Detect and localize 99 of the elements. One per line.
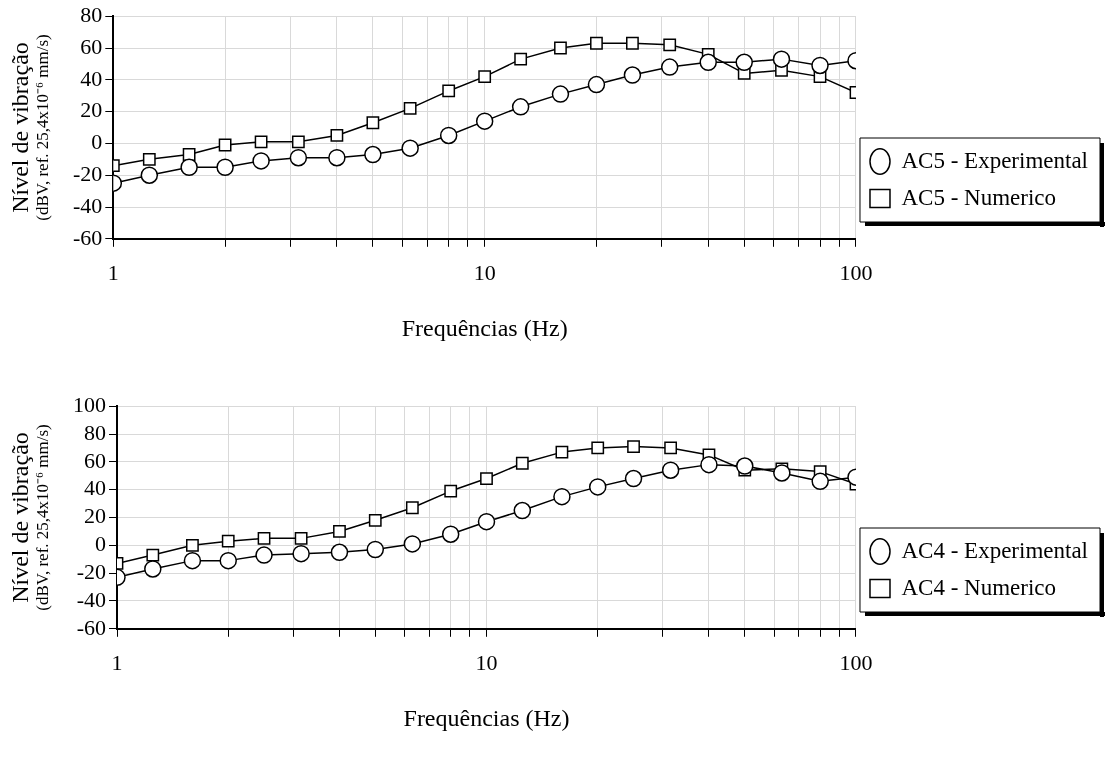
x-tick-label: 100 (839, 649, 873, 675)
y-tick-label: 80 (80, 1, 103, 27)
y-tick-label: 20 (84, 503, 106, 529)
y-axis-title: Nível de vibração (dBV, ref. 25,4x10⁻⁶ mm/s) (7, 34, 52, 221)
point (219, 551, 237, 570)
point (773, 464, 791, 482)
y-tick-label: 40 (84, 475, 106, 501)
point (142, 152, 156, 166)
x-tick-label: 1 (107, 259, 119, 285)
x-axis-title: Frequências (Hz) (401, 314, 568, 341)
point (553, 487, 571, 506)
point (216, 158, 234, 176)
point (403, 535, 422, 553)
y-tick-label: 20 (80, 97, 103, 123)
point (218, 138, 232, 152)
point (180, 158, 198, 176)
point (330, 129, 344, 142)
point (591, 441, 605, 455)
legend-label: AC4 - Experimental (901, 537, 1089, 563)
point (480, 472, 493, 485)
point (442, 84, 456, 98)
x-tick-label: 100 (839, 259, 873, 285)
point (475, 112, 494, 130)
point (364, 145, 382, 164)
point (513, 501, 532, 520)
legend-label: AC5 - Numerico (901, 184, 1057, 210)
point (444, 484, 458, 498)
point (439, 126, 458, 145)
x-tick-label: 10 (473, 259, 496, 285)
x-axis-title: Frequências (Hz) (403, 704, 570, 731)
point (183, 551, 202, 570)
point (588, 478, 607, 496)
point (140, 166, 159, 184)
point (366, 540, 385, 559)
point (590, 36, 603, 50)
point (146, 548, 160, 562)
y-tick-label: 80 (84, 419, 106, 445)
legend-label: AC5 - Experimental (901, 147, 1089, 173)
y-tick-label: 60 (84, 447, 106, 473)
point (294, 531, 308, 545)
point (221, 534, 235, 548)
y-tick-label: 60 (80, 33, 103, 59)
point (182, 148, 196, 161)
point (252, 152, 270, 170)
y-tick-label: -40 (76, 586, 106, 612)
y-tick-label: -20 (73, 160, 103, 186)
point (289, 148, 308, 167)
point (441, 525, 460, 543)
point (255, 546, 273, 564)
point (811, 472, 829, 491)
point (478, 70, 492, 84)
point (555, 445, 569, 459)
point (624, 469, 643, 488)
point (254, 135, 268, 149)
point (144, 560, 162, 578)
point (366, 116, 380, 130)
point (514, 52, 528, 66)
point (554, 41, 567, 55)
point (772, 50, 791, 68)
y-tick-label: 0 (91, 129, 103, 155)
y-tick-label: -40 (73, 192, 103, 218)
point (292, 544, 310, 563)
point (511, 98, 530, 116)
x-tick-label: 1 (111, 649, 123, 675)
point (735, 53, 753, 72)
point (699, 53, 717, 72)
legend-label: AC4 - Numerico (901, 574, 1057, 600)
point (328, 148, 346, 167)
point (330, 543, 349, 562)
y-tick-label: 100 (73, 391, 106, 417)
point (626, 36, 639, 50)
point (700, 455, 718, 474)
point (257, 531, 271, 545)
point (403, 102, 417, 115)
point (551, 85, 570, 103)
point (186, 538, 199, 552)
point (623, 66, 642, 84)
y-tick-label: 0 (95, 531, 106, 557)
y-tick-label: -60 (73, 224, 103, 250)
point (477, 512, 496, 531)
point (405, 501, 419, 515)
y-tick-label: -20 (76, 558, 106, 584)
point (587, 75, 606, 94)
point (661, 461, 680, 479)
y-tick-label: -60 (76, 614, 106, 640)
point (660, 58, 679, 76)
point (627, 440, 640, 453)
x-tick-label: 10 (475, 649, 498, 675)
point (663, 38, 677, 52)
point (811, 56, 829, 75)
point (401, 139, 419, 157)
point (368, 513, 382, 527)
point (515, 456, 529, 470)
point (736, 457, 754, 475)
point (291, 135, 305, 149)
y-axis-title: Nível de vibração (dBV, ref. 25,4x10⁻⁶ mm/s) (7, 424, 52, 611)
point (333, 525, 346, 538)
point (664, 441, 678, 455)
y-tick-label: 40 (80, 65, 103, 91)
